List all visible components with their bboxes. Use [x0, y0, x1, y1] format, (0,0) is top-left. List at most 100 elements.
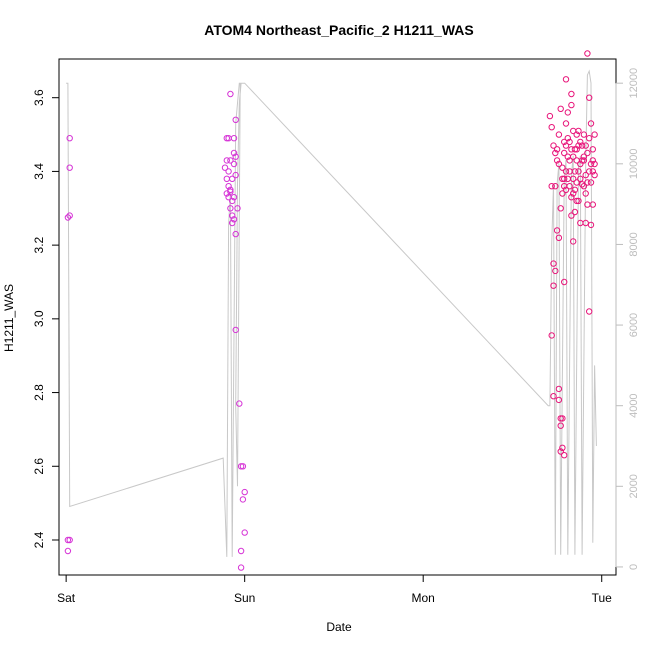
- data-point: [223, 135, 231, 142]
- data-point: [577, 160, 584, 168]
- data-point: [571, 146, 579, 153]
- data-point: [580, 183, 588, 190]
- data-point: [568, 101, 575, 109]
- data-point: [562, 142, 570, 149]
- data-point: [223, 190, 231, 197]
- y-tick-label: 3.0: [32, 310, 46, 327]
- data-point: [229, 197, 236, 205]
- data-point: [586, 168, 593, 175]
- data-point: [573, 197, 580, 205]
- data-point: [582, 190, 589, 197]
- data-point: [573, 131, 580, 138]
- data-point: [232, 171, 239, 179]
- data-point: [232, 326, 239, 334]
- data-point: [570, 153, 577, 160]
- data-point: [237, 564, 245, 571]
- data-point: [559, 175, 566, 183]
- data-point: [586, 308, 593, 315]
- data-point: [584, 149, 591, 157]
- x-tick-label: Mon: [412, 591, 435, 605]
- data-point: [550, 142, 557, 149]
- y-axis-left: 2.4 2.6 2.8 3.0 3.2 3.4 3.6: [32, 89, 60, 548]
- data-point: [234, 205, 241, 212]
- data-point: [577, 175, 584, 183]
- data-point: [552, 149, 559, 157]
- data-point: [587, 120, 595, 127]
- data-point: [557, 448, 564, 455]
- data-point: [232, 153, 239, 160]
- data-point: [562, 76, 570, 83]
- data-point: [559, 190, 566, 197]
- data-point: [66, 135, 73, 142]
- data-point: [562, 120, 570, 127]
- data-point: [591, 171, 598, 179]
- data-point: [548, 183, 555, 190]
- data-point: [66, 164, 73, 171]
- data-point: [66, 536, 73, 544]
- y-axis-label: H1211_WAS: [2, 284, 16, 352]
- data-point: [225, 183, 232, 190]
- altitude-line-group: [66, 69, 597, 557]
- y2-tick-label: 4000: [628, 393, 640, 417]
- x-axis: Sat Sun Mon Tue: [57, 574, 613, 605]
- data-point: [227, 157, 234, 164]
- data-point: [66, 212, 73, 219]
- data-point: [64, 536, 72, 544]
- y-tick-label: 3.6: [32, 89, 46, 106]
- x-tick-label: Tue: [592, 591, 613, 605]
- data-point: [225, 168, 232, 175]
- y-tick-label: 3.4: [32, 163, 46, 180]
- data-point: [589, 146, 596, 153]
- data-point: [557, 422, 564, 429]
- data-point: [555, 234, 563, 242]
- x-axis-label: Date: [326, 620, 352, 634]
- data-point: [559, 164, 566, 171]
- y-tick-label: 2.6: [32, 458, 46, 475]
- data-point: [221, 164, 229, 171]
- data-point: [230, 135, 238, 142]
- data-point: [587, 160, 595, 168]
- data-point: [587, 221, 595, 229]
- data-point: [552, 183, 559, 190]
- x-tick-label: Sat: [57, 591, 76, 605]
- data-point: [230, 149, 238, 157]
- data-point: [568, 90, 575, 98]
- data-point: [230, 216, 238, 223]
- data-point: [591, 160, 598, 168]
- data-point: [562, 168, 570, 175]
- data-point: [587, 179, 595, 186]
- data-point: [559, 415, 566, 422]
- data-point: [575, 168, 582, 175]
- data-point: [580, 157, 588, 164]
- y2-tick-label: 8000: [628, 232, 640, 256]
- data-point: [555, 385, 563, 393]
- data-point: [566, 157, 573, 164]
- data-point: [570, 190, 577, 197]
- altitude-line: [66, 69, 597, 557]
- data-point: [561, 452, 568, 459]
- data-point: [548, 124, 555, 131]
- data-point: [232, 116, 239, 124]
- y-tick-label: 2.8: [32, 384, 46, 401]
- data-point: [575, 142, 582, 149]
- data-point: [227, 205, 234, 212]
- data-point: [232, 230, 239, 238]
- data-point: [559, 444, 566, 451]
- data-point: [584, 50, 591, 57]
- y-tick-label: 3.2: [32, 236, 46, 253]
- data-point: [582, 171, 589, 179]
- data-point: [580, 153, 588, 160]
- data-point: [229, 212, 236, 219]
- data-point: [237, 463, 245, 470]
- data-point: [573, 157, 580, 164]
- data-point: [568, 146, 575, 153]
- data-point: [237, 547, 245, 555]
- chart-title: ATOM4 Northeast_Pacific_2 H1211_WAS: [204, 22, 474, 38]
- data-point: [570, 238, 577, 245]
- data-point: [229, 175, 236, 183]
- data-point: [552, 267, 559, 275]
- data-point: [575, 197, 582, 205]
- data-point: [568, 194, 575, 201]
- data-point: [570, 175, 577, 183]
